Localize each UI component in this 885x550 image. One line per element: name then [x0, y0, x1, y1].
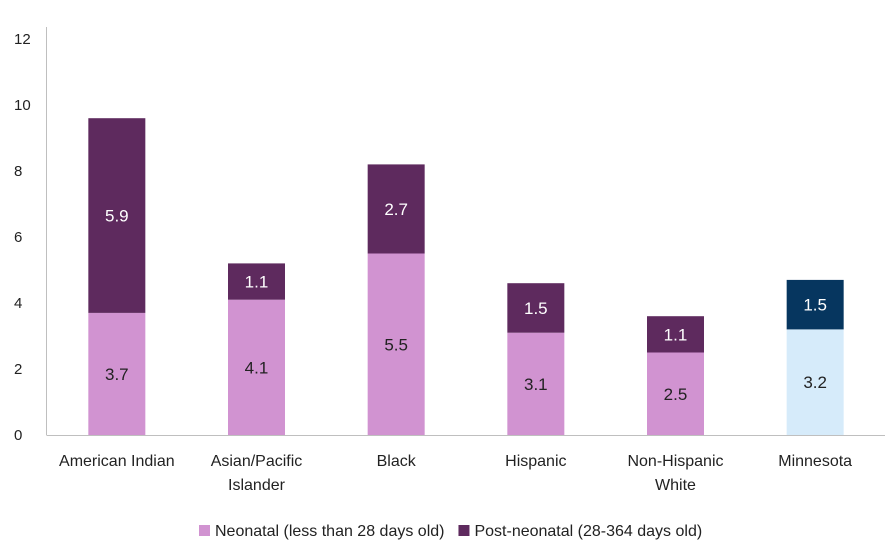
data-label: 1.5	[803, 296, 827, 315]
bar-segment	[228, 263, 285, 300]
data-label: 2.5	[664, 385, 688, 404]
category-label: Minnesota	[778, 453, 852, 470]
category-label: Hispanic	[505, 453, 566, 470]
bar-segment	[647, 316, 704, 353]
y-axis: 0 2 4 6 8 10 12	[14, 27, 47, 444]
data-label: 3.7	[105, 365, 129, 384]
category-label-line: American Indian	[59, 453, 175, 470]
bar-segment	[228, 299, 285, 435]
y-tick-label: 10	[14, 97, 31, 114]
category-label: Non-Hispanic White	[627, 453, 723, 494]
legend-swatch	[458, 525, 470, 536]
y-tick-label: 4	[14, 295, 22, 312]
data-label: 3.2	[803, 373, 827, 392]
legend-label: Post-neonatal (28-364 days old)	[474, 523, 702, 540]
data-label: 5.9	[105, 207, 129, 226]
category-label: American Indian	[59, 453, 175, 470]
bar-segment	[786, 329, 844, 435]
category-label: Asian/Pacific Islander	[211, 453, 303, 494]
y-tick-label: 0	[14, 427, 22, 444]
data-label: 2.7	[384, 200, 408, 219]
bar-segment	[367, 253, 425, 435]
bar-segment	[647, 352, 704, 435]
bar-segment	[367, 164, 425, 254]
data-label: 3.1	[524, 375, 548, 394]
category-label-line: Hispanic	[505, 453, 566, 470]
data-label: 1.5	[524, 299, 548, 318]
category-label: Black	[377, 453, 417, 470]
bar-segment	[88, 312, 146, 435]
category-label-line: Asian/Pacific	[211, 453, 303, 470]
bar-segment	[507, 332, 565, 435]
data-label: 5.5	[384, 335, 408, 354]
category-label-line: Black	[377, 453, 417, 470]
legend-label: Neonatal (less than 28 days old)	[215, 523, 444, 540]
data-label: 1.1	[664, 325, 688, 344]
y-tick-label: 2	[14, 361, 22, 378]
legend-swatch	[199, 525, 210, 536]
y-tick-label: 8	[14, 163, 22, 180]
bar-segment	[88, 118, 146, 313]
y-tick-label: 12	[14, 31, 31, 48]
legend: Neonatal (less than 28 days old) Post-neo…	[199, 523, 702, 540]
y-tick-label: 6	[14, 229, 22, 246]
bar-segment	[786, 279, 844, 330]
x-axis: American Indian Asian/Pacific Islander Blac…	[46, 435, 885, 494]
category-label-line: Non-Hispanic	[627, 453, 723, 470]
data-label: 1.1	[245, 273, 269, 292]
category-label-line: White	[655, 477, 696, 494]
category-label-line: Minnesota	[778, 453, 852, 470]
bars: 3.7 5.9 4.1 1.1 5.5 2.7 3.1 1.5 2.5 1.1 3.2 1.5	[88, 118, 844, 435]
category-label-line: Islander	[228, 477, 286, 494]
data-label: 4.1	[245, 358, 269, 377]
bar-segment	[507, 283, 565, 333]
